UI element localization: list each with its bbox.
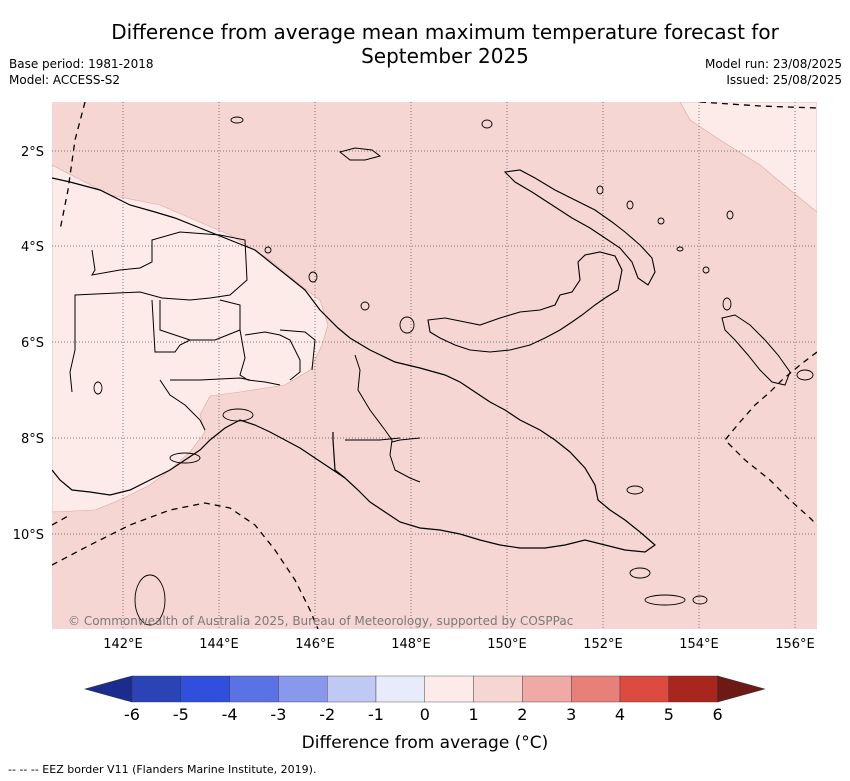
lon-label: 148°E [391,637,431,652]
colorbar-tick-label: 0 [420,705,430,724]
colorbar-swatch [473,675,523,703]
metadata-left: Base period: 1981-2018 Model: ACCESS-S2 [9,56,154,88]
colorbar-tick-label: 3 [566,705,576,724]
lon-label: 142°E [103,637,143,652]
colorbar-tick-label: -4 [222,705,238,724]
base-period: Base period: 1981-2018 [9,57,154,71]
latitude-labels: 2°S 4°S 6°S 8°S 10°S [13,145,44,543]
bougainville-island [721,314,791,386]
eez-border [52,102,817,629]
longitude-labels: 142°E 144°E 146°E 148°E 150°E 152°E 154°… [103,637,815,652]
lat-label: 10°S [13,528,44,543]
lat-label: 4°S [21,240,44,255]
title-line-1: Difference from average mean maximum tem… [111,20,779,44]
colorbar-tick-label: -2 [319,705,335,724]
eez-legend-note: -- -- -- EEZ border V11 (Flanders Marine… [8,763,317,776]
colorbar-swatch [522,675,572,703]
colorbar-swatch [619,675,669,703]
colorbar-tick-label: -6 [124,705,140,724]
lon-label: 152°E [583,637,623,652]
colorbar-tick-label: -1 [368,705,384,724]
colorbar-swatch [668,675,718,703]
colorbar-ticks: -6 -5 -4 -3 -2 -1 0 1 2 3 4 5 6 [124,705,723,724]
colorbar-tick-label: -3 [270,705,286,724]
lon-label: 146°E [295,637,335,652]
province-borders-east [159,354,421,483]
province-borders-west [69,231,316,393]
lat-label: 2°S [21,145,44,160]
lon-label: 156°E [775,637,815,652]
colorbar-label: Difference from average (°C) [301,733,549,753]
model-run: Model run: 23/08/2025 [704,57,842,71]
anomaly-zone-northeast [679,102,817,213]
small-islands [93,116,814,626]
new-britain-island [427,251,623,353]
colorbar-swatch [131,675,181,703]
new-ireland-island [503,169,656,286]
map-title: Difference from average mean maximum tem… [60,20,830,68]
colorbar-extend-high [717,675,766,703]
manus-island [338,147,382,161]
lon-label: 144°E [199,637,239,652]
lat-label: 8°S [21,432,44,447]
colorbar-tick-label: 4 [615,705,625,724]
colorbar [83,675,766,703]
title-line-2: September 2025 [361,44,529,68]
lat-label: 6°S [21,336,44,351]
international-border [332,432,346,479]
colorbar-swatch [278,675,328,703]
colorbar-tick-label: -5 [173,705,189,724]
copyright-text: © Commonwealth of Australia 2025, Bureau… [68,614,573,628]
metadata-right: Model run: 23/08/2025 Issued: 25/08/2025 [705,56,842,88]
lon-label: 150°E [487,637,527,652]
lon-label: 154°E [679,637,719,652]
colorbar-swatch [229,675,279,703]
model-name: Model: ACCESS-S2 [9,73,121,87]
colorbar-swatch [424,675,474,703]
issued-date: Issued: 25/08/2025 [726,73,842,87]
colorbar-tick-label: 6 [713,705,723,724]
colorbar-swatch [375,675,425,703]
colorbar-swatch [180,675,230,703]
colorbar-swatch [327,675,377,703]
colorbar-tick-label: 5 [664,705,674,724]
colorbar-tick-label: 2 [517,705,527,724]
new-guinea-coastline [52,177,656,553]
colorbar-swatch [571,675,621,703]
colorbar-tick-label: 1 [469,705,479,724]
colorbar-extend-low [83,675,133,703]
